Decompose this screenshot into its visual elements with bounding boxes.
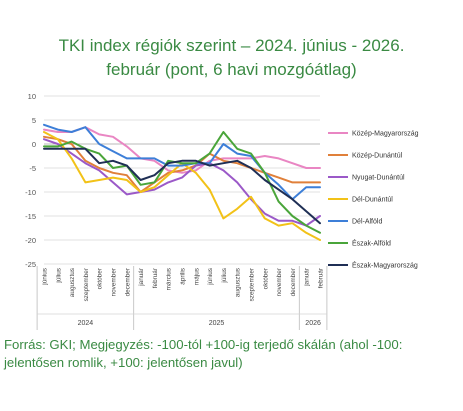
year-label: 2026 xyxy=(305,320,321,327)
y-tick-label: 0 xyxy=(32,140,36,149)
series-line xyxy=(43,126,321,174)
legend-label: Észak-Alföld xyxy=(352,239,391,248)
y-tick-label: 5 xyxy=(32,116,36,125)
chart-title-line1: TKI index régiók szerint – 2024. június … xyxy=(58,36,405,55)
x-tick-label: december xyxy=(124,267,131,296)
x-tick-label: november xyxy=(276,267,283,296)
y-tick-label: -20 xyxy=(25,236,36,245)
x-tick-label: október xyxy=(262,267,269,289)
y-axis: 10 5 0 -5 -10 -15 -20 -25 xyxy=(25,92,36,269)
y-tick-label: -15 xyxy=(25,212,36,221)
x-axis: június július augusztus szeptember október no… xyxy=(36,266,328,330)
tki-line-chart: 10 5 0 -5 -10 -15 -20 -25 június július augusztus… xyxy=(25,92,419,330)
y-tick-label: -5 xyxy=(29,164,36,173)
legend-label: Dél-Alföld xyxy=(352,219,382,226)
legend-label: Dél-Dunántúl xyxy=(352,197,393,204)
series-line xyxy=(43,131,321,234)
x-tick-label: január xyxy=(138,267,145,287)
x-tick-label: február xyxy=(318,267,325,288)
x-tick-label: április xyxy=(180,268,187,285)
x-tick-label: július xyxy=(55,268,62,284)
series-line xyxy=(43,123,321,201)
x-tick-label: január xyxy=(304,267,311,287)
chart-legend: Közép-Magyarország Közép-Dunántúl Nyugat-D… xyxy=(328,131,419,270)
chart-title: TKI index régiók szerint – 2024. június … xyxy=(0,34,463,82)
x-tick-label: július xyxy=(221,268,228,284)
series-line xyxy=(43,135,321,193)
series-line xyxy=(43,138,321,227)
chart-grid xyxy=(44,95,320,265)
y-tick-label: 10 xyxy=(28,92,36,101)
series-line xyxy=(43,147,321,225)
y-tick-label: -25 xyxy=(25,260,36,269)
y-tick-label: -10 xyxy=(25,188,36,197)
x-tick-label: szeptember xyxy=(83,267,90,301)
legend-label: Közép-Magyarország xyxy=(352,131,419,138)
year-label: 2024 xyxy=(78,320,94,327)
legend-label: Közép-Dunántúl xyxy=(352,153,403,160)
x-tick-label: június xyxy=(42,268,49,286)
x-tick-label: március xyxy=(166,268,173,290)
x-tick-label: február xyxy=(152,267,159,288)
x-tick-label: augusztus xyxy=(235,268,242,297)
source-note: Forrás: GKI; Megjegyzés: -100-tól +100-i… xyxy=(4,337,403,370)
legend-label: Észak-Magyarország xyxy=(352,261,418,270)
series-lines xyxy=(43,123,321,241)
x-tick-label: december xyxy=(290,267,297,296)
x-tick-label: szeptember xyxy=(249,267,256,301)
x-tick-label: május xyxy=(193,268,200,285)
x-tick-label: november xyxy=(111,267,118,296)
x-tick-label: június xyxy=(207,268,214,286)
x-tick-label: október xyxy=(97,267,104,289)
chart-title-line2: február (pont, 6 havi mozgóátlag) xyxy=(106,60,357,79)
x-tick-label: augusztus xyxy=(69,268,76,297)
year-label: 2025 xyxy=(209,320,225,327)
legend-label: Nyugat-Dunántúl xyxy=(352,175,405,182)
